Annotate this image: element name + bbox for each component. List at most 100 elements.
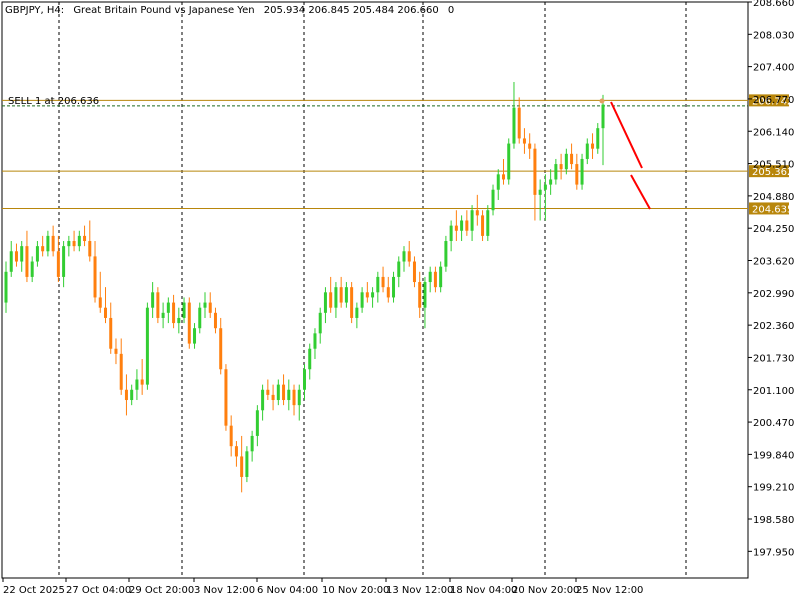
candle-body-78 (412, 261, 416, 283)
candle-body-32 (172, 302, 176, 324)
price-axis[interactable]: 208.660 208.030 207.400 206.770 206.140 205.5… (748, 0, 794, 558)
candle-body-35 (187, 302, 191, 344)
candle-body-96 (507, 143, 511, 180)
candle-body-89 (470, 210, 474, 231)
candle-body-64 (339, 287, 343, 303)
candle-body-3 (20, 246, 24, 262)
y-tick-label-1: 208.030 (753, 30, 794, 41)
candle-body-108 (570, 153, 574, 165)
candle-body-69 (365, 292, 369, 298)
price-tag-0 (749, 94, 789, 107)
candle-body-44 (234, 446, 238, 457)
candle-body-43 (229, 425, 233, 447)
candle-body-79 (418, 282, 422, 308)
x-tick-label-2: 29 Oct 20:00 (129, 585, 194, 596)
candle-body-100 (528, 143, 532, 149)
order-marker (599, 98, 605, 104)
candle-body-11 (62, 246, 66, 277)
candle-body-10 (56, 251, 60, 277)
candle-body-25 (135, 379, 139, 390)
candle-body-14 (77, 235, 81, 247)
candle-body-15 (83, 235, 87, 242)
candle-body-55 (292, 389, 296, 406)
candle-body-39 (208, 302, 212, 313)
candle-body-8 (46, 235, 50, 252)
price-tag-label-0: 206.742 (752, 96, 793, 107)
candle-body-67 (355, 307, 359, 318)
y-tick-label-13: 200.470 (753, 418, 794, 429)
candle-body-104 (549, 179, 553, 185)
candle-body-6 (35, 246, 39, 262)
y-tick-label-2: 207.400 (753, 63, 794, 74)
candle-body-73 (386, 287, 390, 298)
x-tick-label-5: 10 Nov 20:00 (322, 585, 389, 596)
candle-body-76 (402, 251, 406, 262)
price-tag-label-3: 204.635 (752, 204, 793, 215)
candle-body-61 (323, 292, 327, 313)
y-tick-label-5: 205.510 (753, 160, 794, 171)
candle-body-114 (601, 104, 605, 129)
y-tick-label-11: 201.730 (753, 353, 794, 364)
candle-body-95 (502, 174, 505, 180)
candle-body-72 (381, 276, 385, 288)
candle-body-86 (454, 225, 458, 231)
y-tick-label-15: 199.210 (753, 483, 794, 494)
x-tick-label-3: 3 Nov 12:00 (194, 585, 255, 596)
candle-body-5 (30, 261, 34, 277)
x-tick-label-6: 13 Nov 12:00 (386, 585, 453, 596)
candle-body-51 (271, 394, 275, 401)
candle-body-22 (119, 353, 123, 390)
candle-body-98 (517, 107, 521, 139)
candle-body-60 (318, 312, 322, 334)
candle-body-87 (460, 220, 464, 231)
candle-body-101 (533, 148, 537, 195)
candle-body-47 (250, 435, 254, 452)
candle-body-92 (486, 210, 490, 236)
projection-arrow-2 (630, 174, 651, 210)
candle-body-58 (308, 348, 312, 370)
y-tick-label-4: 206.140 (753, 127, 794, 138)
candle-body-26 (140, 379, 144, 385)
ohlc-values: 205.934 206.845 205.484 206.660 (264, 5, 439, 16)
x-tick-label-8: 20 Nov 20:00 (512, 585, 579, 596)
candle-body-29 (156, 292, 160, 318)
candle-body-97 (512, 107, 516, 144)
candle-body-9 (51, 235, 55, 252)
candle-body-13 (72, 241, 76, 247)
y-tick-label-9: 202.990 (753, 289, 794, 300)
candle-body-12 (67, 241, 71, 247)
plot-area (1, 1, 749, 579)
horizontal-levels[interactable]: 206.742 205.362 204.635 (2, 94, 793, 215)
price-tag-3 (749, 202, 789, 215)
candle-body-40 (213, 312, 217, 329)
projection-arrows (599, 98, 651, 210)
candle-body-85 (449, 225, 453, 242)
candle-body-0 (4, 271, 8, 303)
candle-body-37 (198, 307, 202, 329)
candle-body-16 (88, 241, 92, 257)
candle-body-88 (465, 220, 469, 231)
candle-body-71 (376, 276, 380, 293)
candle-body-75 (397, 261, 401, 277)
candle-body-46 (245, 451, 249, 477)
candle-body-107 (564, 153, 568, 170)
order-label[interactable]: SELL 1 at 206.636 (8, 96, 99, 107)
candle-body-18 (98, 297, 102, 308)
candle-body-62 (329, 292, 333, 308)
candle-body-28 (151, 292, 155, 308)
price-tag-2 (749, 165, 789, 178)
candle-body-1 (9, 251, 13, 272)
candle-body-45 (240, 456, 244, 477)
candle-body-24 (130, 389, 134, 401)
candle-body-59 (313, 333, 317, 349)
y-tick-label-3: 206.770 (753, 95, 794, 106)
candle-body-7 (41, 246, 45, 252)
candle-body-83 (439, 266, 443, 288)
candle-body-31 (166, 302, 170, 313)
y-tick-label-6: 204.880 (753, 192, 794, 203)
candle-body-94 (496, 174, 500, 190)
candle-body-19 (104, 307, 107, 318)
candle-body-99 (522, 138, 526, 144)
